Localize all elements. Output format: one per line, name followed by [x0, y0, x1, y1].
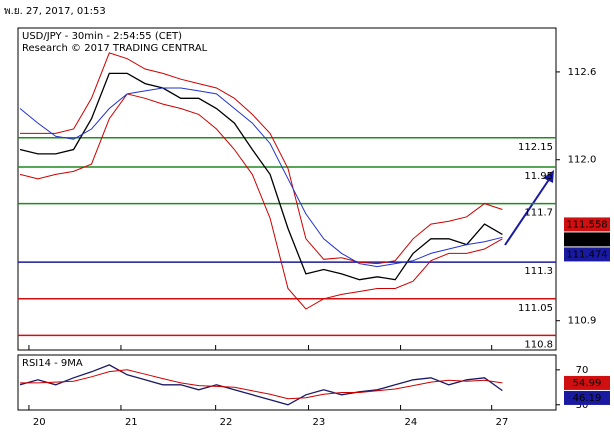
- y-tick-label: 110.9: [568, 316, 597, 327]
- x-tick-label: 21: [125, 417, 138, 428]
- price-tag-label: 111.558: [566, 219, 607, 230]
- y-tick-label: 112.6: [568, 67, 597, 78]
- x-tick-label: 22: [220, 417, 233, 428]
- chart-subtitle: Research © 2017 TRADING CENTRAL: [22, 43, 208, 54]
- price-tag-label: 46.19: [573, 393, 602, 404]
- main-panel: [17, 27, 557, 351]
- level-label: 111.3: [524, 266, 553, 277]
- series-line: [20, 52, 503, 265]
- chart-title: USD/JPY - 30min - 2:54:55 (CET): [22, 31, 182, 42]
- series-line: [19, 72, 503, 281]
- level-label: 110.8: [524, 339, 553, 350]
- series-line: [19, 93, 503, 310]
- level-label: 11.95: [524, 171, 553, 182]
- price-tag-label: 111.474: [566, 249, 607, 260]
- rsi-title: RSI14 - 9MA: [22, 358, 83, 369]
- x-tick-label: 24: [405, 417, 418, 428]
- price-tag: [564, 217, 610, 232]
- series-line: [20, 369, 503, 400]
- level-label: 111.7: [524, 208, 553, 219]
- x-tick-label: 27: [496, 417, 509, 428]
- x-tick-label: 23: [313, 417, 326, 428]
- forecast-arrow: [504, 177, 551, 246]
- rsi-panel: [17, 354, 557, 411]
- y-tick-label: 112.0: [568, 155, 597, 166]
- price-tag: [564, 247, 610, 262]
- series-line: [19, 364, 503, 406]
- x-tick-label: 20: [33, 417, 46, 428]
- arrow-head: [543, 170, 554, 183]
- price-tag: [564, 375, 610, 390]
- level-label: 112.15: [518, 142, 553, 153]
- y-tick-label: 70: [576, 365, 589, 376]
- y-tick-label: 30: [576, 400, 589, 411]
- timestamp: พ.ย. 27, 2017, 01:53: [4, 6, 106, 17]
- series-line: [19, 87, 503, 268]
- price-tag: [564, 232, 610, 247]
- price-tag-label: 111.476: [566, 234, 607, 245]
- level-label: 111.05: [518, 303, 553, 314]
- price-tag: [564, 390, 610, 405]
- price-tag-label: 54.99: [573, 378, 602, 389]
